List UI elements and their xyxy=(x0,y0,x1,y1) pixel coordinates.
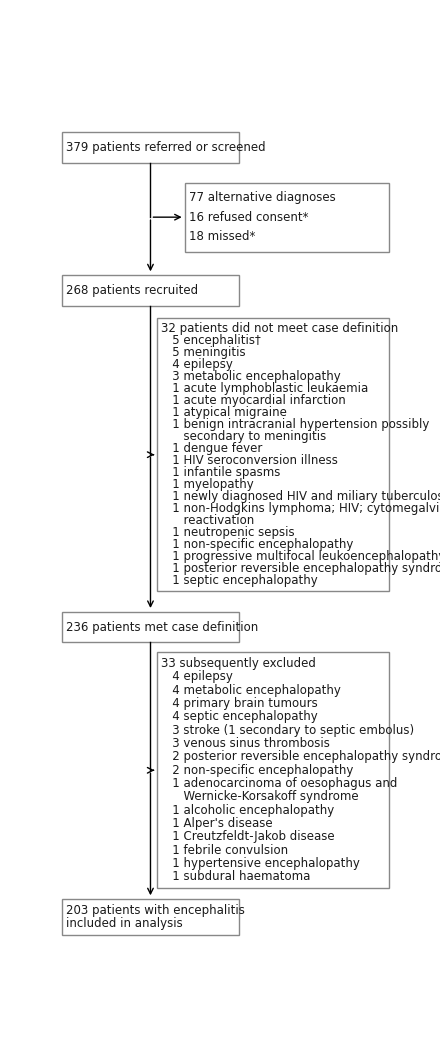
Text: 1 benign intracranial hypertension possibly: 1 benign intracranial hypertension possi… xyxy=(161,418,430,431)
Text: 4 septic encephalopathy: 4 septic encephalopathy xyxy=(161,710,318,723)
Text: 1 non-specific encephalopathy: 1 non-specific encephalopathy xyxy=(161,538,354,551)
FancyBboxPatch shape xyxy=(158,317,389,592)
Text: 4 metabolic encephalopathy: 4 metabolic encephalopathy xyxy=(161,684,341,697)
Text: 5 encephalitis†: 5 encephalitis† xyxy=(161,334,261,347)
Text: 16 refused consent*: 16 refused consent* xyxy=(189,210,308,224)
Text: 2 posterior reversible encephalopathy syndrome: 2 posterior reversible encephalopathy sy… xyxy=(161,750,440,763)
Text: 1 infantile spasms: 1 infantile spasms xyxy=(161,467,281,479)
Text: 3 stroke (1 secondary to septic embolus): 3 stroke (1 secondary to septic embolus) xyxy=(161,724,414,737)
Text: 379 patients referred or screened: 379 patients referred or screened xyxy=(66,141,265,153)
FancyBboxPatch shape xyxy=(62,899,239,935)
Text: 1 atypical migraine: 1 atypical migraine xyxy=(161,407,287,419)
Text: 1 acute myocardial infarction: 1 acute myocardial infarction xyxy=(161,394,346,407)
Text: reactivation: reactivation xyxy=(161,514,255,528)
Text: 1 progressive multifocal leukoencephalopathy: 1 progressive multifocal leukoencephalop… xyxy=(161,550,440,563)
Text: 1 febrile convulsion: 1 febrile convulsion xyxy=(161,844,289,857)
Text: 1 adenocarcinoma of oesophagus and: 1 adenocarcinoma of oesophagus and xyxy=(161,777,398,790)
FancyBboxPatch shape xyxy=(185,183,389,251)
Text: 1 Alper's disease: 1 Alper's disease xyxy=(161,817,273,830)
Text: 3 metabolic encephalopathy: 3 metabolic encephalopathy xyxy=(161,370,341,384)
Text: 4 primary brain tumours: 4 primary brain tumours xyxy=(161,697,318,710)
Text: 236 patients met case definition: 236 patients met case definition xyxy=(66,620,258,634)
Text: 1 non-Hodgkins lymphoma; HIV; cytomegalvirus: 1 non-Hodgkins lymphoma; HIV; cytomegalv… xyxy=(161,502,440,515)
Text: 1 acute lymphoblastic leukaemia: 1 acute lymphoblastic leukaemia xyxy=(161,383,369,395)
Text: 2 non-specific encephalopathy: 2 non-specific encephalopathy xyxy=(161,764,354,777)
Text: 33 subsequently excluded: 33 subsequently excluded xyxy=(161,657,316,671)
Text: 18 missed*: 18 missed* xyxy=(189,230,255,244)
FancyBboxPatch shape xyxy=(158,652,389,888)
Text: 77 alternative diagnoses: 77 alternative diagnoses xyxy=(189,191,335,204)
Text: 1 dengue fever: 1 dengue fever xyxy=(161,442,263,455)
Text: 4 epilepsy: 4 epilepsy xyxy=(161,358,233,371)
Text: 1 septic encephalopathy: 1 septic encephalopathy xyxy=(161,574,318,588)
Text: 3 venous sinus thrombosis: 3 venous sinus thrombosis xyxy=(161,737,330,750)
Text: 1 newly diagnosed HIV and miliary tuberculosis: 1 newly diagnosed HIV and miliary tuberc… xyxy=(161,490,440,503)
Text: 5 meningitis: 5 meningitis xyxy=(161,346,246,359)
Text: Wernicke-Korsakoff syndrome: Wernicke-Korsakoff syndrome xyxy=(161,790,359,803)
Text: 1 subdural haematoma: 1 subdural haematoma xyxy=(161,870,311,884)
Text: 1 posterior reversible encephalopathy syndrome: 1 posterior reversible encephalopathy sy… xyxy=(161,562,440,575)
Text: 268 patients recruited: 268 patients recruited xyxy=(66,284,198,296)
Text: 1 Creutzfeldt-Jakob disease: 1 Creutzfeldt-Jakob disease xyxy=(161,830,335,844)
Text: 203 patients with encephalitis: 203 patients with encephalitis xyxy=(66,904,245,918)
Text: 32 patients did not meet case definition: 32 patients did not meet case definition xyxy=(161,323,399,335)
Text: included in analysis: included in analysis xyxy=(66,918,183,930)
Text: 4 epilepsy: 4 epilepsy xyxy=(161,671,233,683)
Text: 1 alcoholic encephalopathy: 1 alcoholic encephalopathy xyxy=(161,804,335,817)
Text: 1 HIV seroconversion illness: 1 HIV seroconversion illness xyxy=(161,454,338,468)
Text: 1 hypertensive encephalopathy: 1 hypertensive encephalopathy xyxy=(161,858,360,870)
FancyBboxPatch shape xyxy=(62,131,239,163)
FancyBboxPatch shape xyxy=(62,612,239,642)
Text: 1 neutropenic sepsis: 1 neutropenic sepsis xyxy=(161,527,295,539)
Text: secondary to meningitis: secondary to meningitis xyxy=(161,430,326,444)
FancyBboxPatch shape xyxy=(62,275,239,306)
Text: 1 myelopathy: 1 myelopathy xyxy=(161,478,254,491)
